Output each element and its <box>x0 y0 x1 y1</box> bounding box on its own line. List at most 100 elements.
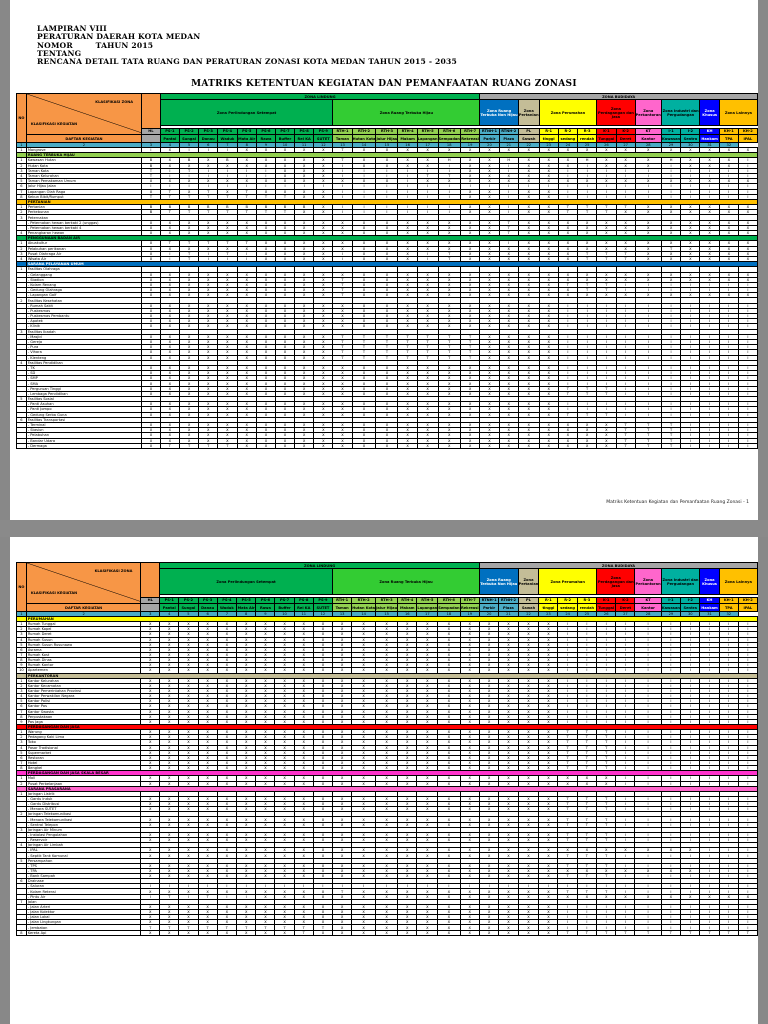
activity-name: - Dermaga <box>25 442 143 449</box>
zone-code: RTNH-2 <box>498 127 519 136</box>
zone-subname: Sentra <box>680 603 701 612</box>
no-header: NO <box>16 93 27 143</box>
zone-subname: Makam <box>397 603 418 612</box>
no-header: NO <box>16 562 27 612</box>
zone-subname: Rekreasi <box>459 134 481 143</box>
zone-subname: Rawa <box>255 603 276 612</box>
permission-cell: X <box>140 929 161 936</box>
zone-code: R-2 <box>557 127 579 136</box>
table-row: - Dermaga X T T T T X X X X X X X X X X X X X X X X X X X T T T I I I I <box>16 442 759 449</box>
permission-cell: T <box>576 929 598 936</box>
zone-subname: Danau <box>197 603 218 612</box>
zone-code: I-1 <box>660 596 682 605</box>
table-row: 2 Jaringan Telekomunikasi <box>16 811 759 818</box>
zone-code: KH-2 <box>737 127 759 136</box>
diagonal-divider <box>27 563 140 602</box>
zone-subname: Kawasan <box>660 134 682 143</box>
classification-header: KLASIFIKASI ZONA KLASIFIKASI KEGIATAN <box>25 93 143 135</box>
table-row: 4 Penangkaran hewan X X X X X X X X X X X X X X X X X X T X X X… <box>16 229 759 237</box>
table-row: 8 Perpustakaan X X X X X X X X X X X X X X X X X X X X X I I I I I I… <box>16 713 759 720</box>
hl-header <box>140 562 161 598</box>
permission-cell: X <box>312 929 334 936</box>
matrix-title: MATRIKS KETENTUAN KEGIATAN DAN PEMANFAAT… <box>191 79 577 89</box>
table-row: 3 Fasilitas Ibadah <box>16 328 759 335</box>
zone-group-header: Zona Ruang Terbuka Non Hijau <box>479 568 519 596</box>
zone-subname: rendah <box>576 603 598 612</box>
table-row: 2 Hutan Kota B X X X X X X X X X I X X X X I X X I X X X I X X X I X X… <box>16 162 759 169</box>
zone-code: PS-8 <box>294 127 315 136</box>
zone-group-header: Zona Perdagangan dan Jasa <box>596 568 636 596</box>
zone-subname: Jalur Hijau <box>375 603 399 612</box>
permission-cell: T <box>718 929 739 936</box>
permission-cell: X <box>313 442 334 449</box>
zone-subname: Sungai <box>178 603 199 612</box>
header-line: LAMPIRAN VIII <box>37 24 107 33</box>
zone-subname: Jalur Hijau <box>375 134 399 143</box>
permission-cell: X <box>351 929 377 936</box>
zone-subname: Deret <box>615 134 636 143</box>
permission-cell: T <box>680 929 701 936</box>
zone-subname: Sempadan <box>437 134 461 143</box>
zone-subname: TPA <box>718 134 739 143</box>
permission-cell: X <box>178 929 199 936</box>
permission-cell: T <box>615 929 636 936</box>
zone-group-header: Zona Pertanian <box>517 568 540 596</box>
document-page-1: LAMPIRAN VIII PERATURAN DAERAH KOTA MEDA… <box>10 0 759 520</box>
activity-list-header: DAFTAR KEGIATAN <box>25 134 143 143</box>
header-line: RENCANA DETAIL TATA RUANG DAN PERATURAN … <box>37 57 457 67</box>
permission-cell: T <box>699 929 720 936</box>
table-row: 3 Jaringan Air Minum <box>16 826 759 833</box>
permission-cell: T <box>557 929 578 936</box>
zone-subname: Rel KA <box>294 134 315 143</box>
zone-code: PS-2 <box>178 127 200 136</box>
table-row: 4 Kantor Perwakilan Negara X X X X X X X X X X X X X X X… <box>16 693 759 700</box>
table-row: - Menara SUTET X X X X X X X X X X X X X X X X X X X X X T T T I I… <box>16 806 759 813</box>
zone-subname: Kantor <box>634 603 662 612</box>
zone-subname: TPA <box>718 603 739 612</box>
zone-code: KH <box>699 127 720 136</box>
matrix-table: NO KLASIFIKASI ZONA KLASIFIKASI KEGIATAN ZO… <box>16 92 759 449</box>
table-row: 6 Kantor Pos X X X X X X X X X X X X X X X X X X X X X I I I I I I I I… <box>16 703 759 710</box>
zone-subname: Parkir <box>478 603 500 612</box>
zone-subname: Lapangan <box>416 603 439 612</box>
zone-code: PS-8 <box>293 596 314 605</box>
permission-cell: T <box>293 929 314 936</box>
permission-cell: T <box>737 929 759 936</box>
zone-subname: Mata Air <box>236 134 257 143</box>
permission-cell: X <box>197 929 218 936</box>
zone-subname: IPAL <box>737 134 759 143</box>
activity-name: Kereta Api <box>25 929 142 936</box>
permission-cell: X <box>255 929 276 936</box>
permission-cell: X <box>538 929 559 936</box>
table-row: - Jalan Arteri X X X X X X X X X X X X X X X X X X X X X I I I I I… <box>16 903 759 911</box>
zone-subname: Lapangan <box>416 134 439 143</box>
permission-cell: X <box>437 929 461 936</box>
permission-cell: T <box>660 929 682 936</box>
zone-code: K-1 <box>596 596 617 605</box>
permission-cell: T <box>596 929 617 936</box>
permission-cell: X <box>294 442 315 449</box>
permission-cell: X <box>416 442 439 449</box>
permission-cell: X <box>478 929 500 936</box>
zone-subname: Hankam <box>699 134 720 143</box>
permission-cell: I <box>718 442 739 449</box>
zone-subname: Rawa <box>255 134 276 143</box>
table-row: 1 Jaringan Listrik <box>16 790 759 797</box>
table-row: 2 Perkebunan B T T T T T T T X X I I I I I I X X I X X T T T X X X X X… <box>16 209 759 216</box>
zone-subname: Rel KA <box>293 603 314 612</box>
zone-code: KH-2 <box>737 596 759 605</box>
zone-group-header: Zona Perlindungan Setempat <box>159 99 334 127</box>
zone-subname: Sawah <box>517 134 540 143</box>
zone-subname: Pantai <box>159 603 180 612</box>
zone-subname: Mata Air <box>235 603 257 612</box>
zone-subname: rendah <box>576 134 598 143</box>
zone-subname: Buffer <box>274 603 295 612</box>
zone-group-header: Zona Industri dan Pergudangan <box>660 99 701 127</box>
header-line: TENTANG <box>37 48 82 58</box>
zone-subname <box>141 134 161 143</box>
zone-code: RTH-4 <box>397 596 418 605</box>
zone-subname: Sempadan <box>437 603 461 612</box>
zone-subname: Waduk <box>216 603 237 612</box>
zone-subname: IPAL <box>737 603 759 612</box>
zone-subname: Tunggal <box>596 134 617 143</box>
